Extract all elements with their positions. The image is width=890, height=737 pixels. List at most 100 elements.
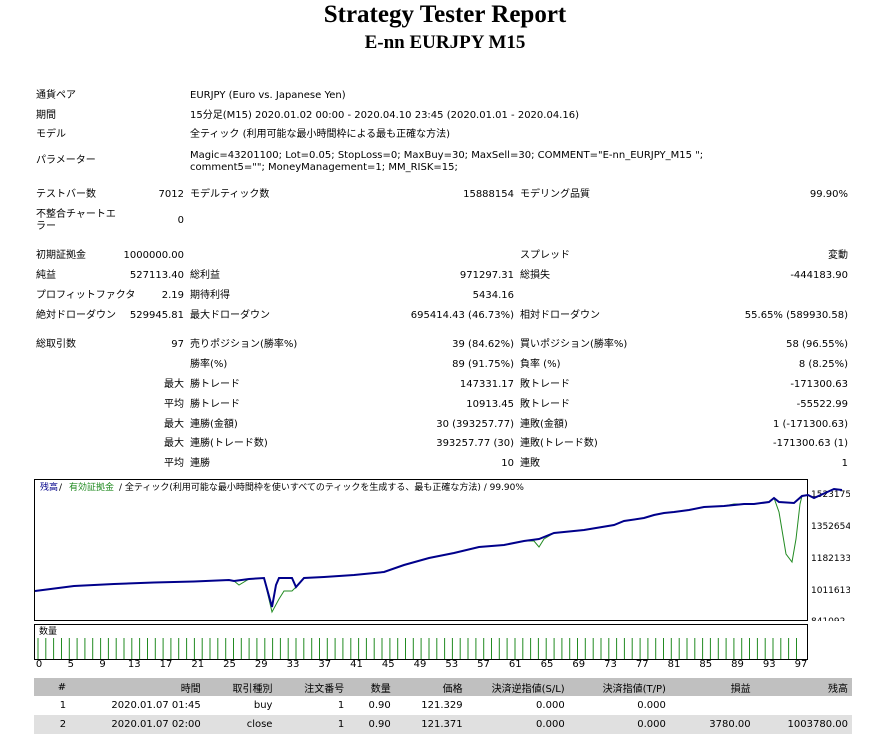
table-cell: buy: [253, 700, 273, 711]
x-tick-label: 9: [99, 659, 106, 670]
table-cell: 2: [34, 715, 71, 734]
y-tick-label: 1523175: [811, 490, 850, 500]
win-pct-value: 89 (91.75%): [452, 359, 514, 370]
column-header: 残高: [754, 678, 852, 696]
total-trades-value: 97: [171, 339, 184, 350]
quality-value: 99.90%: [809, 189, 848, 200]
column-header: 決済逆指値(S/L): [466, 678, 569, 696]
parameters-label: パラメーター: [36, 155, 96, 166]
cons-loss-money-value: 1 (-171300.63): [772, 419, 848, 430]
x-axis-ticks: 0 5 9 13 17 21 25 29 33 37 41 45 49 53 57 61 65 69 73 77 81 8…: [34, 659, 850, 671]
table-cell: [755, 696, 852, 715]
mismatch-label: 不整合チャートエラー: [36, 209, 116, 232]
table-cell: 0.000: [466, 715, 569, 734]
x-tick-label: 45: [381, 659, 395, 670]
long-positions-value: 58 (96.55%): [786, 339, 848, 350]
balance-equity-chart: 残高 / 有効証拠金 / 全ティック(利用可能な最小時間枠を使いすべてのティック…: [34, 479, 850, 621]
model-value: 全ティック (利用可能な最小時間枠による最も正確な方法): [190, 129, 451, 140]
volume-label: 数量: [39, 625, 57, 637]
period-value: 15分足(M15) 2020.01.02 00:00 - 2020.04.10 …: [190, 110, 579, 121]
abs-drawdown-label: 絶対ドローダウン: [36, 310, 116, 321]
column-header: 損益: [669, 678, 755, 696]
max-word: 最大: [164, 438, 184, 449]
rel-drawdown-label: 相対ドローダウン: [520, 310, 600, 321]
largest-win-label: 勝トレード: [190, 379, 240, 390]
x-tick-label: 73: [604, 659, 617, 670]
avg-word: 平均: [164, 399, 184, 410]
avg-cons-loss-label: 連敗: [520, 458, 540, 469]
column-header: 価格: [394, 678, 467, 696]
rel-drawdown-value: 55.65% (589930.58): [744, 310, 848, 321]
table-row: 1 2020.01.07 01:45 buy 1 0.90 121.329 0.000 0.0…: [34, 696, 852, 715]
cons-loss-money-label: 連敗(金額): [520, 419, 568, 430]
y-tick-label: 1182133: [811, 554, 850, 564]
x-tick-label: 33: [286, 659, 300, 670]
cons-wins-money-value: 30 (393257.77): [436, 419, 514, 430]
table-cell: 121.371: [394, 715, 467, 734]
bars-value: 7012: [158, 189, 184, 200]
bars-label: テストバー数: [36, 189, 96, 200]
table-cell: 2020.01.07 01:45: [111, 700, 201, 711]
model-label: モデル: [36, 129, 66, 140]
x-tick-label: 93: [762, 659, 776, 670]
table-cell: 0.000: [637, 700, 666, 711]
legend-model-info: / 全ティック(利用可能な最小時間枠を使いすべてのティックを生成する、最も正確な…: [119, 481, 524, 493]
report-title: Strategy Tester Report: [323, 1, 567, 28]
x-tick-label: 89: [731, 659, 744, 670]
table-cell: 0.000: [568, 715, 670, 734]
column-header: 注文番号: [276, 678, 349, 696]
loss-pct-label: 負率 (%): [520, 359, 561, 370]
x-tick-label: 41: [350, 659, 363, 670]
avg-cons-loss-value: 1: [841, 458, 848, 469]
x-tick-label: 13: [127, 659, 141, 670]
x-tick-label: 81: [667, 659, 681, 670]
max-drawdown-value: 695414.43 (46.73%): [410, 310, 514, 321]
x-tick-label: 49: [413, 659, 427, 670]
cons-wins-money-label: 連勝(金額): [190, 419, 238, 430]
profit-factor-value: 2.19: [161, 290, 184, 301]
win-pct-label: 勝率(%): [190, 359, 228, 370]
largest-win-value: 147331.17: [459, 379, 514, 390]
table-cell: 3780.00: [669, 715, 755, 734]
largest-loss-value: -171300.63: [790, 379, 848, 390]
gross-loss-value: -444183.90: [790, 270, 848, 281]
x-tick-label: 53: [445, 659, 459, 670]
avg-word: 平均: [164, 458, 184, 469]
x-tick-label: 17: [159, 659, 173, 670]
avg-win-value: 10913.45: [466, 399, 514, 410]
gross-profit-value: 971297.31: [459, 270, 514, 281]
avg-cons-wins-value: 10: [501, 458, 514, 469]
max-word: 最大: [164, 379, 184, 390]
column-header: 時間: [70, 678, 205, 696]
deposit-label: 初期証拠金: [36, 250, 86, 261]
table-cell: 121.329: [421, 700, 463, 711]
period-label: 期間: [36, 110, 56, 121]
trades-table: # 時間 取引種別 注文番号 数量 価格 決済逆指値(S/L) 決済指値(T/P) 損益 残高 1…: [34, 678, 852, 734]
expected-payoff-value: 5434.16: [472, 290, 514, 301]
table-cell: close: [204, 715, 277, 734]
max-drawdown-label: 最大ドローダウン: [190, 310, 270, 321]
cons-wins-count-label: 連勝(トレード数): [190, 438, 268, 449]
volume-chart: 数量: [34, 624, 808, 660]
table-cell: 1: [337, 700, 345, 711]
y-tick-label: 841092: [811, 617, 845, 621]
legend-separator: /: [59, 483, 63, 493]
column-header: 数量: [348, 678, 395, 696]
net-label: 純益: [36, 270, 56, 281]
table-cell: 0.90: [368, 700, 391, 711]
x-tick-label: 5: [67, 659, 74, 670]
x-tick-label: 25: [223, 659, 236, 670]
avg-loss-label: 敗トレード: [520, 399, 570, 410]
total-trades-label: 総取引数: [36, 339, 76, 350]
table-cell: 1003780.00: [754, 715, 852, 734]
largest-loss-label: 敗トレード: [520, 379, 570, 390]
quality-label: モデリング品質: [520, 189, 590, 200]
ticks-label: モデルティック数: [190, 189, 270, 200]
deposit-value: 1000000.00: [123, 250, 184, 261]
long-positions-label: 買いポジション(勝率%): [520, 339, 628, 350]
legend-balance: 残高: [40, 481, 58, 493]
profit-factor-label: プロフィットファクタ: [36, 290, 136, 301]
x-tick-label: 29: [254, 659, 268, 670]
chart-legend: 残高 / 有効証拠金 / 全ティック(利用可能な最小時間枠を使いすべてのティック…: [40, 481, 524, 493]
y-tick-label: 1011613: [811, 586, 850, 596]
